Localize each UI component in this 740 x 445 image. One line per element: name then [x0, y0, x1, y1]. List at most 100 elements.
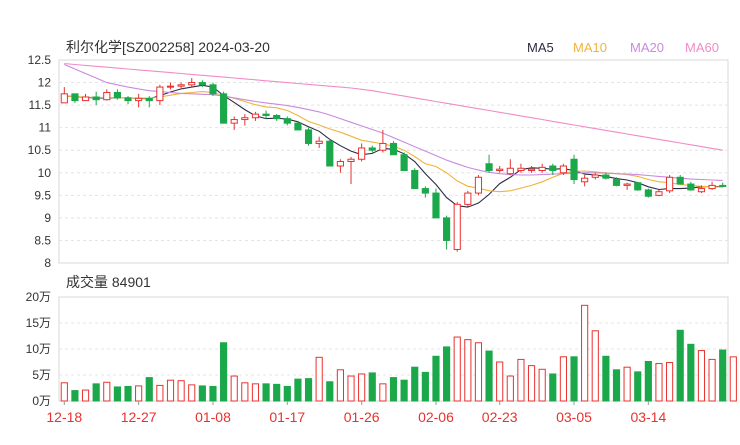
volume-bar [368, 372, 376, 402]
candle-body [166, 85, 175, 88]
candle [485, 154, 493, 173]
candle-body [135, 97, 143, 102]
date-tick-label: 03-14 [630, 409, 666, 425]
volume-bar [304, 378, 313, 402]
legend-ma5: MA5 [527, 40, 554, 55]
date-tick-label: 12-27 [121, 409, 157, 425]
candle [634, 181, 642, 191]
price-tick-label: 11 [39, 121, 52, 135]
volume-axis: 20万 15万 10万 5万 0万 [26, 290, 51, 408]
price-tick-label: 12 [38, 76, 52, 90]
candle-body [570, 158, 578, 181]
volume-bar [209, 385, 217, 402]
candle-body [347, 158, 355, 163]
volume-bar [315, 356, 323, 402]
candle [135, 93, 143, 108]
candle [71, 93, 79, 103]
price-tick-label: 9 [44, 211, 51, 225]
volume-bar [389, 377, 398, 402]
volume-tick-label: 15万 [26, 316, 51, 330]
candle [241, 114, 249, 126]
volume-title: 成交量 84901 [66, 274, 151, 290]
volume-bar [103, 381, 111, 402]
volume-bar [60, 382, 68, 402]
candle [60, 87, 68, 104]
candle [496, 166, 504, 173]
candle-body [294, 122, 302, 131]
candle-body [602, 174, 610, 179]
price-tick-label: 10 [38, 166, 52, 180]
price-tick-label: 11.5 [29, 98, 52, 112]
candle [527, 166, 536, 173]
volume-bar [347, 375, 355, 402]
candle [623, 182, 631, 190]
price-grid [58, 59, 729, 264]
candle-body [485, 163, 493, 172]
candle [666, 175, 674, 194]
candle-body [443, 217, 451, 241]
candle-body [241, 117, 249, 121]
candle [294, 120, 302, 131]
candle [570, 154, 578, 185]
candle [411, 168, 419, 190]
candle-body [697, 188, 706, 193]
candle-body [634, 182, 642, 191]
volume-bar [453, 336, 461, 402]
volume-bar [198, 385, 206, 402]
volume-bar [496, 361, 504, 402]
candle-body [453, 203, 461, 250]
candle [538, 163, 546, 173]
candle-body [623, 183, 631, 186]
candle [177, 82, 185, 90]
volume-bar [559, 356, 567, 402]
candle [336, 159, 344, 173]
volume-bar [644, 360, 652, 402]
candle-body [156, 86, 164, 102]
ma-line-ma60 [64, 63, 723, 151]
volume-bar [443, 346, 451, 402]
volume-tick-label: 10万 [26, 342, 51, 356]
volume-bar [666, 362, 674, 402]
volume-bar [283, 385, 291, 402]
volume-bar [506, 375, 514, 402]
volume-bar [220, 342, 228, 402]
volume-bar [612, 369, 621, 402]
candle [719, 182, 727, 188]
candle [549, 163, 557, 176]
candle-body [336, 161, 344, 167]
candle [230, 116, 238, 130]
candle [220, 91, 228, 124]
volume-bar [432, 355, 440, 402]
price-tick-label: 8.5 [34, 233, 51, 247]
volume-bar [697, 350, 706, 402]
candle-body [496, 168, 504, 172]
candle [124, 96, 132, 105]
candle-body [304, 129, 313, 144]
candle-body [432, 192, 440, 219]
candle-body [464, 192, 472, 205]
candle [644, 188, 652, 198]
volume-bar [474, 342, 483, 402]
volume-bar [113, 386, 121, 402]
volume-bar [676, 329, 684, 402]
candle-body [708, 184, 716, 190]
volume-bar [634, 371, 642, 402]
volume-bar [358, 373, 366, 402]
date-tick-label: 02-06 [418, 409, 454, 425]
candle-body [283, 118, 291, 124]
volume-bar [251, 383, 260, 402]
candle [273, 114, 281, 121]
candle-body [421, 188, 429, 194]
candle [304, 127, 313, 146]
volume-bar [687, 343, 695, 402]
candle-body [358, 147, 366, 160]
volume-bar [81, 389, 90, 402]
candle [676, 175, 684, 185]
candle [591, 172, 599, 180]
price-axis: 12.5 12 11.5 11 10.5 10 9.5 9 8.5 8 [28, 53, 52, 270]
candle [156, 84, 164, 106]
volume-bar [602, 355, 610, 402]
candle [612, 177, 621, 187]
